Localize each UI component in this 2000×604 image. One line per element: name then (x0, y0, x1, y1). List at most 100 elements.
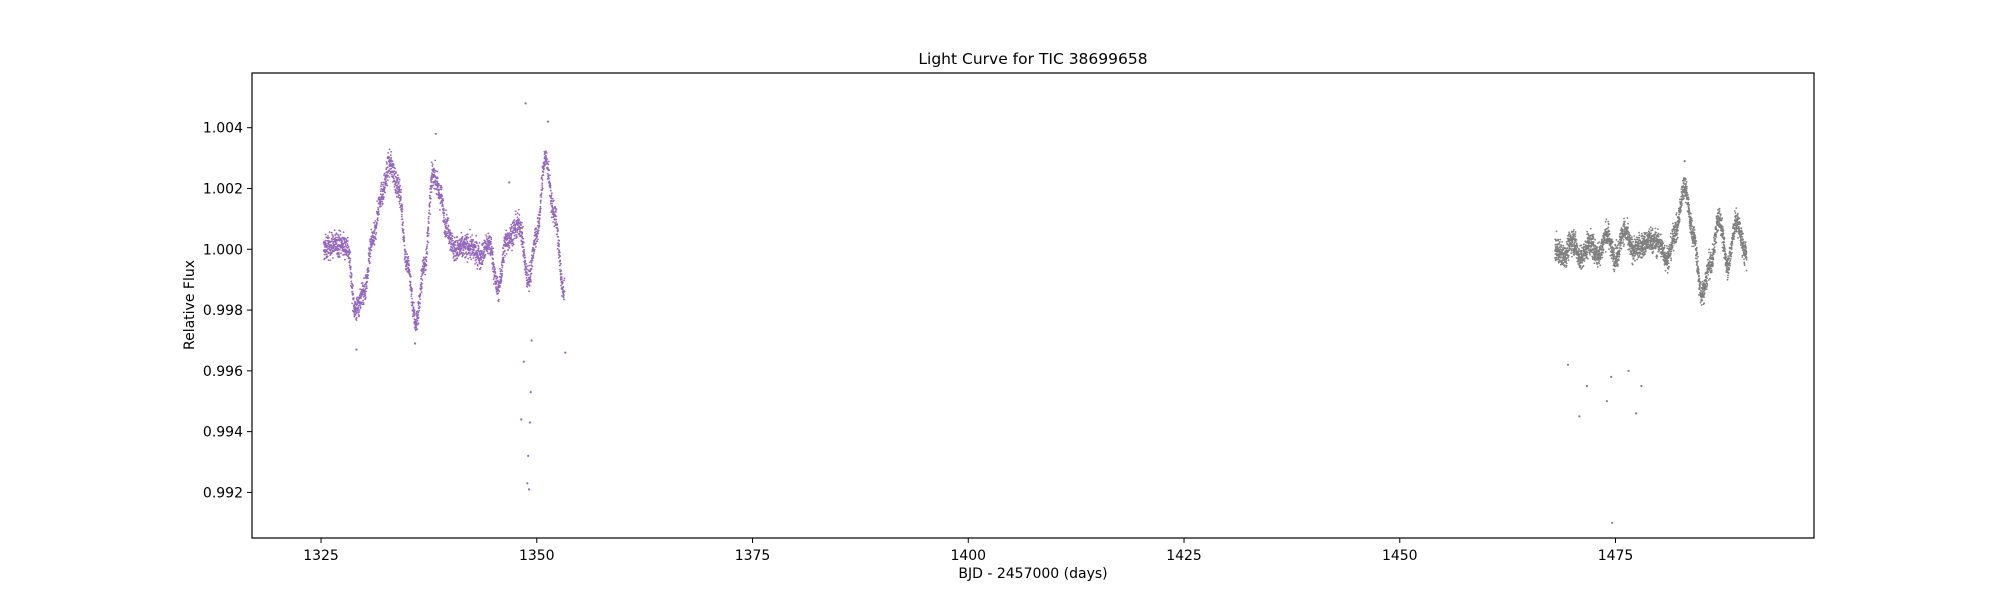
data-point (1668, 245, 1670, 248)
data-point (429, 213, 432, 216)
data-point (1663, 244, 1666, 247)
data-point (535, 246, 537, 248)
data-point (547, 175, 550, 178)
data-point (352, 285, 354, 287)
data-point (333, 250, 335, 253)
data-point (521, 231, 524, 234)
data-point (407, 260, 410, 262)
data-point (1628, 248, 1631, 251)
data-point (1668, 265, 1670, 268)
data-point (540, 177, 543, 180)
data-point (1630, 247, 1633, 250)
data-point (340, 238, 343, 240)
data-point (456, 242, 459, 244)
data-point (490, 240, 492, 243)
data-point (475, 256, 478, 259)
data-point (1712, 253, 1715, 256)
data-point (556, 227, 559, 230)
data-point (402, 232, 405, 234)
data-point (500, 276, 503, 278)
data-point (1694, 241, 1697, 244)
data-point (425, 260, 428, 263)
data-point (366, 287, 368, 290)
data-point (532, 254, 535, 257)
data-point (376, 217, 379, 219)
data-point (1671, 246, 1674, 249)
data-point (553, 222, 556, 224)
data-point (462, 249, 465, 252)
data-point (539, 205, 542, 208)
data-point (1562, 248, 1565, 251)
data-point (332, 246, 335, 249)
data-point (533, 248, 536, 251)
data-point (497, 300, 500, 303)
data-point (484, 254, 487, 256)
outlier-point (546, 120, 550, 123)
data-point (349, 257, 351, 260)
data-point (386, 179, 389, 182)
data-point (396, 178, 399, 181)
data-point (379, 198, 382, 201)
data-point (1667, 257, 1670, 259)
data-point (391, 160, 394, 163)
data-point (377, 206, 379, 209)
data-point (407, 257, 409, 260)
data-point (1579, 266, 1581, 269)
data-point (325, 253, 328, 256)
data-point (1643, 231, 1646, 234)
data-point (1568, 245, 1571, 248)
data-point (398, 181, 400, 183)
data-point (1567, 254, 1570, 257)
data-point (367, 274, 370, 276)
data-point (438, 192, 440, 195)
data-point (502, 247, 505, 250)
data-point (413, 309, 416, 312)
data-point (449, 233, 452, 236)
data-point (391, 166, 394, 169)
data-point (326, 244, 329, 247)
data-point (1729, 259, 1732, 262)
data-point (1638, 236, 1641, 239)
data-point (555, 211, 557, 213)
data-point (461, 247, 464, 249)
data-point (1666, 263, 1669, 266)
data-point (558, 239, 561, 242)
data-point (384, 178, 387, 181)
data-point (1714, 251, 1716, 253)
data-point (483, 256, 486, 258)
data-point (1601, 256, 1604, 259)
data-point (1580, 250, 1583, 253)
data-point (529, 278, 532, 281)
data-point (1586, 230, 1588, 233)
data-point (1616, 265, 1619, 267)
data-point (360, 295, 363, 298)
data-point (1727, 276, 1729, 279)
data-point (540, 193, 543, 196)
data-point (408, 270, 411, 273)
data-point (1648, 228, 1651, 230)
data-point (536, 240, 539, 243)
data-point (469, 256, 471, 259)
data-point (520, 224, 523, 226)
data-point (444, 223, 446, 226)
data-point (349, 259, 351, 262)
data-point (1681, 203, 1683, 205)
data-point (551, 197, 554, 200)
data-point (531, 265, 534, 268)
data-point (1602, 234, 1605, 237)
data-point (380, 181, 383, 184)
data-point (471, 248, 474, 251)
data-point (499, 285, 501, 287)
data-point (331, 233, 334, 236)
data-point (1583, 243, 1585, 246)
data-point (1661, 243, 1664, 246)
data-point (495, 282, 498, 284)
data-point (442, 207, 445, 210)
data-point (531, 250, 534, 253)
data-point (1601, 246, 1604, 249)
data-point (366, 280, 369, 283)
data-point (1721, 225, 1724, 228)
data-point (558, 245, 560, 248)
data-point (347, 245, 350, 248)
data-point (1654, 247, 1657, 250)
